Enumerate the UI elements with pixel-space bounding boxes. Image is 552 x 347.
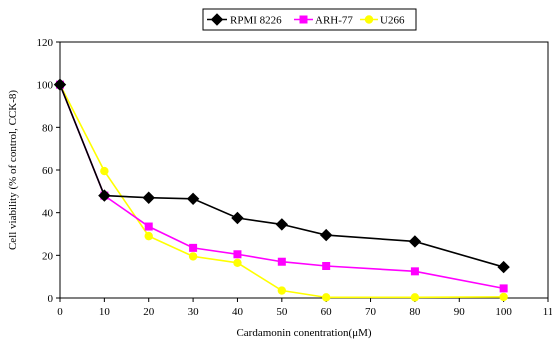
data-point bbox=[142, 191, 155, 204]
data-point bbox=[497, 260, 510, 274]
series-rpmi-8226 bbox=[53, 78, 510, 274]
legend-item-arh-77: ARH-77 bbox=[294, 15, 353, 27]
y-tick-label: 100 bbox=[37, 80, 54, 92]
data-point bbox=[233, 250, 242, 259]
x-tick-label: 30 bbox=[188, 306, 200, 318]
x-tick-label: 90 bbox=[454, 306, 466, 318]
data-point bbox=[408, 235, 422, 248]
data-point bbox=[275, 218, 289, 231]
series-layer bbox=[53, 78, 510, 302]
x-tick-label: 40 bbox=[232, 306, 244, 318]
legend-label: ARH-77 bbox=[315, 15, 353, 27]
legend-label: U266 bbox=[380, 15, 405, 27]
data-point bbox=[299, 15, 308, 24]
x-tick-label: 100 bbox=[495, 306, 512, 318]
legend-label: RPMI 8226 bbox=[230, 15, 282, 27]
y-tick-label: 0 bbox=[48, 293, 54, 305]
x-tick-label: 70 bbox=[365, 306, 377, 318]
x-tick-label: 80 bbox=[409, 306, 421, 318]
y-tick-label: 40 bbox=[42, 208, 54, 220]
data-point bbox=[277, 286, 287, 295]
y-axis-title: Cell viability (% of control, CCK-8) bbox=[7, 90, 19, 250]
data-point bbox=[189, 243, 198, 252]
data-point bbox=[499, 284, 508, 293]
data-point bbox=[410, 267, 419, 276]
plot-frame bbox=[59, 41, 549, 299]
legend: RPMI 8226 ARH-77 U266 bbox=[202, 8, 417, 31]
data-point bbox=[321, 293, 331, 302]
data-point bbox=[233, 258, 242, 267]
data-point bbox=[186, 192, 200, 206]
x-axis-title: Cardamonin conentration(μM) bbox=[236, 327, 371, 339]
data-point bbox=[188, 252, 198, 261]
x-tick-label: 11 bbox=[543, 306, 552, 318]
legend-item-rpmi-8226: RPMI 8226 bbox=[207, 13, 282, 27]
y-tick-label: 120 bbox=[37, 37, 54, 49]
y-tick-label: 60 bbox=[42, 165, 54, 177]
data-point bbox=[319, 228, 333, 242]
data-point bbox=[410, 293, 420, 302]
x-tick-label: 60 bbox=[321, 306, 333, 318]
series-arh-77 bbox=[56, 80, 508, 293]
data-point bbox=[100, 166, 109, 176]
y-tick-label: 80 bbox=[42, 122, 54, 134]
legend-item-u266: U266 bbox=[360, 15, 405, 27]
data-point bbox=[364, 15, 374, 24]
x-tick-label: 10 bbox=[99, 306, 111, 318]
x-tick-label: 20 bbox=[143, 306, 155, 318]
x-tick-label: 50 bbox=[276, 306, 288, 318]
data-point bbox=[499, 292, 508, 302]
data-point bbox=[210, 13, 224, 26]
data-point bbox=[144, 231, 153, 241]
data-point bbox=[277, 257, 286, 266]
x-tick-label: 0 bbox=[57, 306, 63, 318]
data-point bbox=[144, 222, 153, 231]
data-point bbox=[322, 262, 331, 270]
data-point bbox=[98, 189, 111, 202]
plot-area bbox=[59, 41, 549, 299]
data-point bbox=[53, 78, 67, 91]
y-tick-label: 20 bbox=[42, 250, 54, 262]
data-point bbox=[231, 211, 244, 225]
